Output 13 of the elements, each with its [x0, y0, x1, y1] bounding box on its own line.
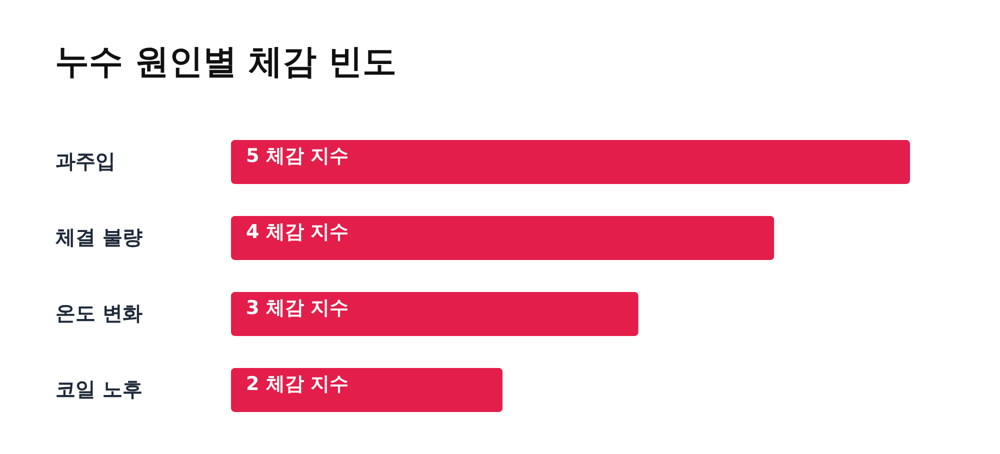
data-label: 3 체감 지수 — [246, 297, 348, 319]
y-tick-label: 과주입 — [56, 149, 116, 173]
y-tick-label: 코일 노후 — [56, 377, 142, 401]
data-label: 2 체감 지수 — [246, 373, 348, 395]
data-label: 5 체감 지수 — [246, 145, 348, 167]
y-tick-label: 체결 불량 — [54, 225, 142, 249]
chart-title: 누수 원인별 체감 빈도 — [55, 42, 397, 82]
bar — [231, 292, 638, 336]
bar — [231, 140, 910, 184]
y-tick-label: 온도 변화 — [56, 301, 142, 325]
bar — [231, 216, 774, 260]
data-label: 4 체감 지수 — [246, 221, 348, 243]
bar — [231, 368, 503, 412]
